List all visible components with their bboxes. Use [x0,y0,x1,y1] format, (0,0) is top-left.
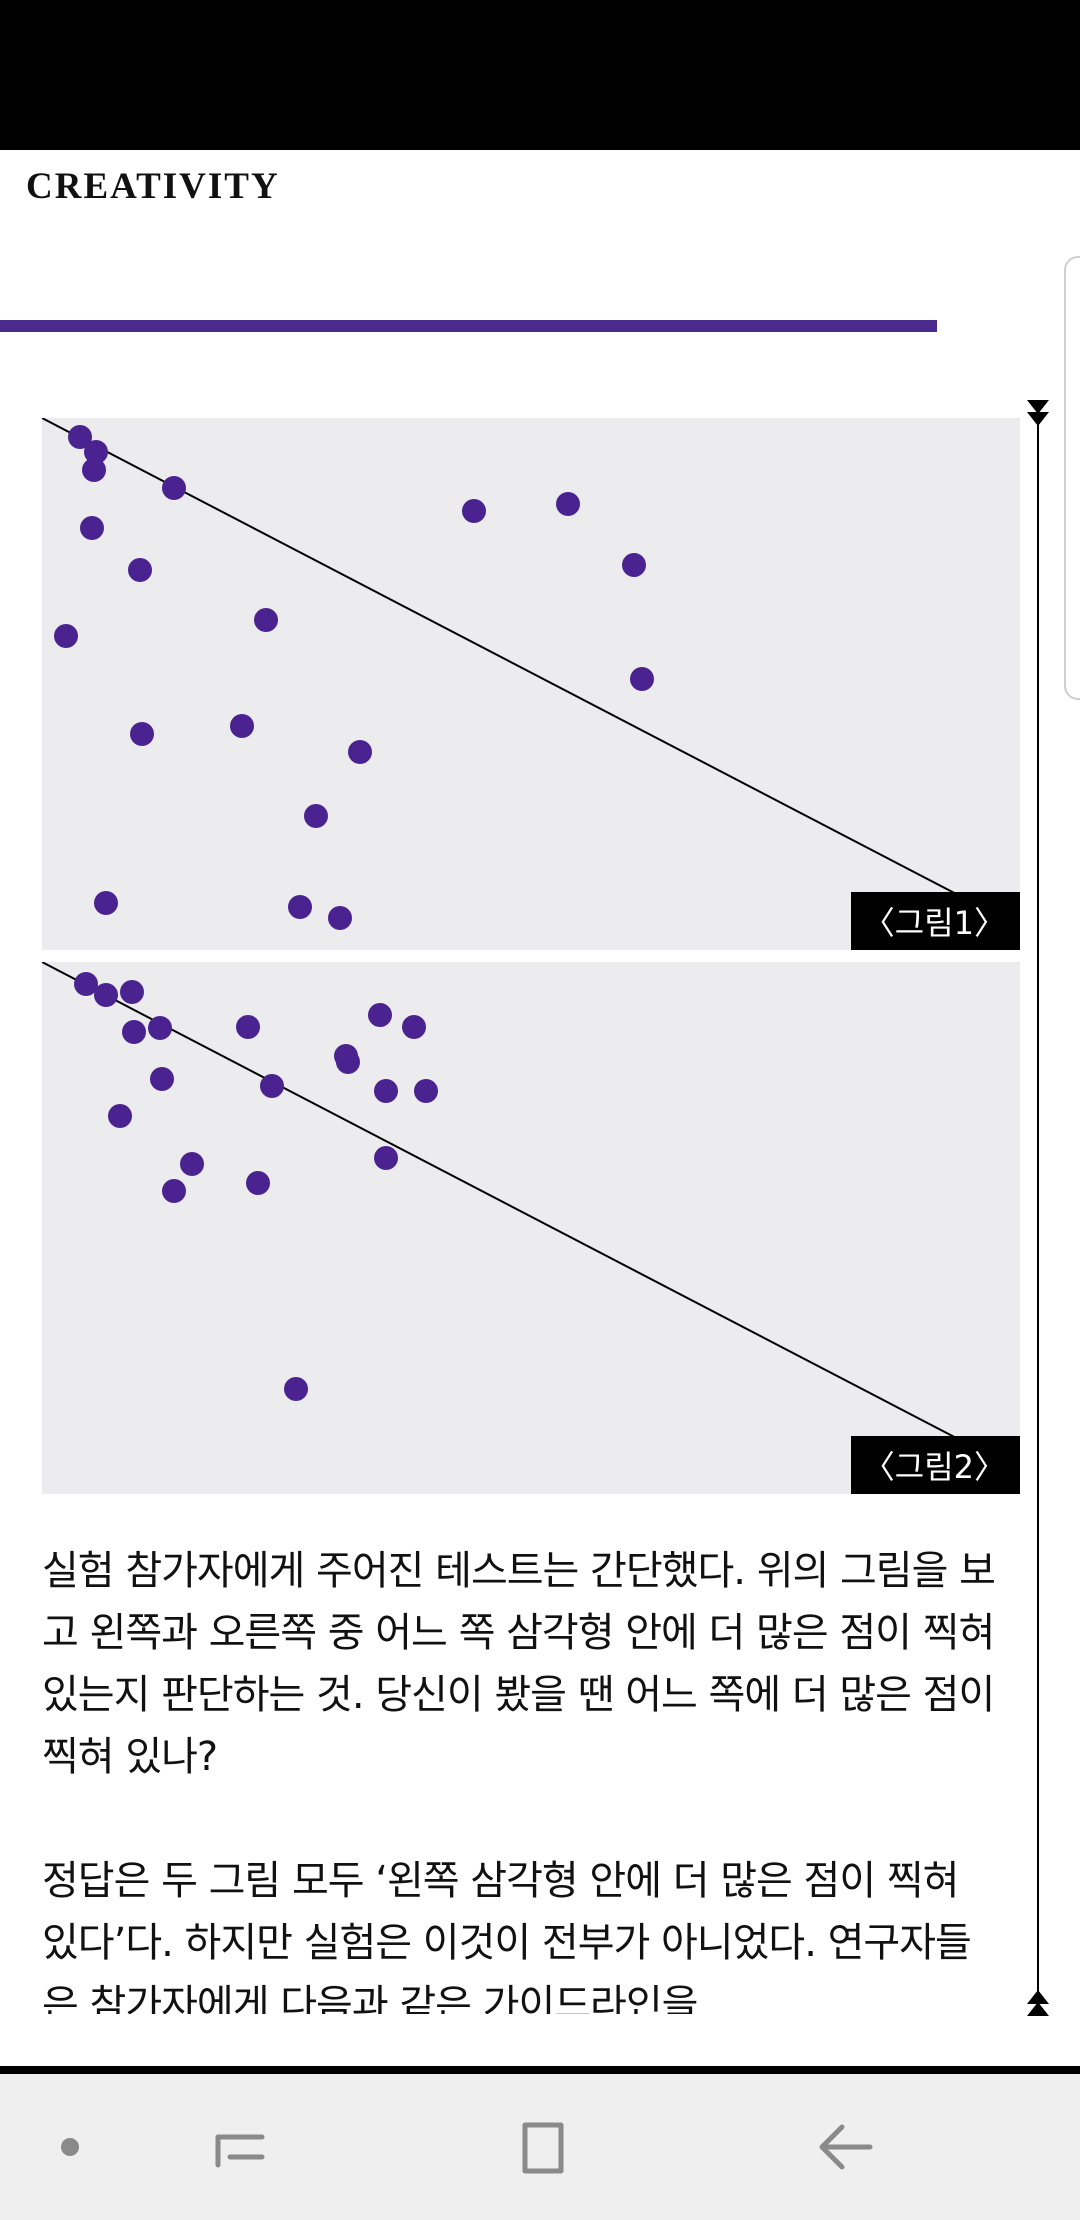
figure-1-dot [128,558,152,582]
figure-1-dot [348,740,372,764]
figure-2-dot [336,1050,360,1074]
scroll-bottom-arrow-icon-2 [1027,2002,1049,2016]
scroll-track[interactable] [1037,400,1039,2014]
figure-1-dot [84,440,108,464]
status-bar [0,0,1080,150]
figure-1-dot [80,516,104,540]
figure-2-dot [246,1171,270,1195]
section-title: CREATIVITY [26,166,280,207]
back-icon[interactable] [806,2074,886,2220]
figure-2-dot [94,983,118,1007]
figure-1-dot [68,425,92,449]
figure-2-dot [122,1020,146,1044]
scroll-bottom-arrow-icon[interactable] [1027,1990,1049,2004]
figure-2-label: 〈그림2〉 [850,1436,1020,1494]
figure-2-dot [148,1016,172,1040]
figure-1-dot [630,667,654,691]
figure-1-dot [288,895,312,919]
article-paragraph: 실험 참가자에게 주어진 테스트는 간단했다. 위의 그림을 보고 왼쪽과 오른… [42,1548,996,1780]
figure-2-dot [74,972,98,996]
figure-1-dot [622,553,646,577]
figure-2: 〈그림2〉 [42,962,1020,1494]
figure-1-diagonal-line [42,418,965,899]
figure-2-dot [108,1104,132,1128]
scroll-top-arrow-icon[interactable] [1027,400,1049,414]
figure-2-dot [260,1074,284,1098]
figure-1-dot [54,624,78,648]
figure-2-diagonal-line [42,962,965,1443]
figure-1-dot [94,891,118,915]
figure-1-dot [130,722,154,746]
figure-1-dot [556,492,580,516]
figure-1-dot [462,499,486,523]
figure-1-label: 〈그림1〉 [850,892,1020,950]
figure-2-dot [162,1179,186,1203]
figure-2-dot [374,1079,398,1103]
dot-icon[interactable] [40,2074,100,2220]
figure-1-dot [162,476,186,500]
figure-1-dot [254,608,278,632]
scroll-top-arrow-icon-2 [1027,412,1049,426]
article-body: 실험 참가자에게 주어진 테스트는 간단했다. 위의 그림을 보고 왼쪽과 오른… [42,1540,1002,2014]
figure-2-dot [120,980,144,1004]
figure-2-dot [284,1377,308,1401]
article-paragraph: 정답은 두 그림 모두 ‘왼쪽 삼각형 안에 더 많은 점이 찍혀 있다’다. … [42,1858,972,2014]
nav-divider [0,2066,1080,2074]
figure-1-plot [42,418,965,930]
figure-2-dot [236,1015,260,1039]
navigation-bar [0,2074,1080,2220]
figure-2-dot [402,1015,426,1039]
accent-divider [0,320,937,332]
figure-2-plot [42,962,965,1443]
figure-1-dot [82,458,106,482]
figure-1: 〈그림1〉 [42,418,1020,950]
figure-1-dot [230,714,254,738]
figure-2-dot [150,1067,174,1091]
figure-2-dot [374,1146,398,1170]
figure-2-dot [414,1079,438,1103]
recent-apps-icon[interactable] [200,2074,280,2220]
edge-panel-handle[interactable] [1064,256,1080,700]
figure-2-dot [180,1152,204,1176]
figure-2-dot [368,1003,392,1027]
home-icon[interactable] [503,2074,583,2220]
figure-1-dot [328,906,352,930]
figure-1-dot [304,804,328,828]
